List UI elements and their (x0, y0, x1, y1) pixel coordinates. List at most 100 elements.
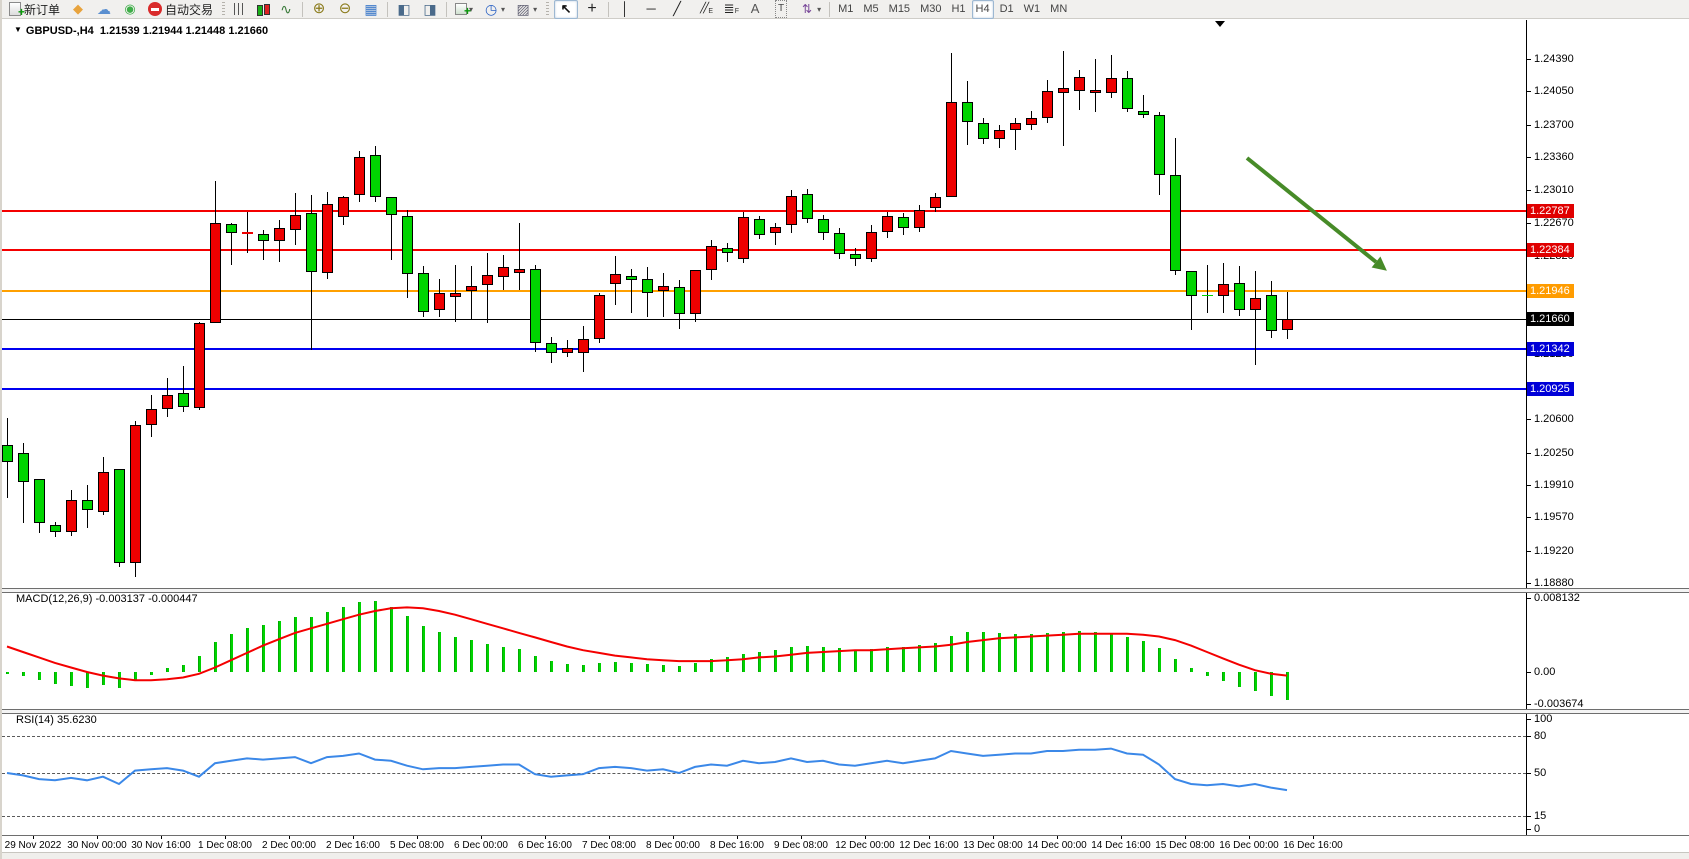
candle-wick (391, 197, 392, 260)
horizontal-line-button[interactable] (639, 0, 663, 19)
timeframe-m30-button[interactable]: M30 (920, 3, 942, 15)
price-tick (1526, 190, 1531, 191)
chart-shift-marker[interactable] (1215, 21, 1225, 27)
crosshair-button[interactable] (580, 0, 604, 19)
charts-icon (70, 1, 86, 17)
bear-candle (306, 213, 317, 273)
tile-windows-button[interactable] (359, 0, 383, 19)
timeframe-h1-button[interactable]: H1 (951, 3, 966, 15)
arrows-button[interactable]: ▾ (795, 0, 825, 19)
bull-candle (866, 232, 877, 259)
macd-histogram-bar (518, 649, 521, 673)
hline-1.20925[interactable] (2, 388, 1526, 390)
macd-histogram-bar (502, 646, 505, 672)
price-tick-label: 1.24390 (1534, 53, 1574, 65)
terminal-panel-button[interactable] (418, 0, 442, 19)
templates-button[interactable]: ▾ (511, 0, 541, 19)
pane-separator[interactable] (2, 588, 1689, 593)
bars-icon (234, 3, 247, 15)
macd-histogram-bar (374, 601, 377, 672)
auto-trading-button[interactable]: 自动交易 (144, 0, 217, 19)
rsi-tick-label: 50 (1534, 767, 1547, 779)
bull-candle (354, 157, 365, 195)
macd-histogram-bar (1078, 631, 1081, 672)
toolbar-separator (302, 1, 304, 17)
macd-histogram-bar (1270, 672, 1273, 696)
time-axis-label: 14 Dec 00:00 (1027, 840, 1087, 851)
macd-histogram-bar (422, 625, 425, 672)
vline-icon (617, 1, 633, 17)
hline-1.22787[interactable] (2, 210, 1526, 212)
time-tick (225, 836, 226, 839)
time-tick (609, 836, 610, 839)
timeframe-h4-button[interactable]: H4 (971, 0, 994, 19)
pane-separator[interactable] (2, 709, 1689, 714)
bear-candle (370, 155, 381, 197)
timeframe-m1-button[interactable]: M1 (838, 3, 854, 15)
price-tick-label: 1.20250 (1534, 447, 1574, 459)
timeframe-w1-button[interactable]: W1 (1023, 3, 1041, 15)
window-bottom-edge (2, 852, 1689, 859)
timeframe-mn-button[interactable]: MN (1050, 3, 1068, 15)
bull-candle (882, 216, 893, 232)
symbol-caret-icon[interactable]: ▼ (14, 25, 22, 34)
rsi-current-value: 35.6230 (56, 714, 97, 726)
candle-wick (1287, 291, 1288, 339)
timeframe-m15-button[interactable]: M15 (888, 3, 911, 15)
new-chart-button[interactable]: ▾ (451, 0, 477, 19)
zoom-out-button[interactable] (333, 0, 357, 19)
macd-histogram-bar (1094, 632, 1097, 672)
bar-chart-button[interactable] (230, 0, 250, 19)
cursor-button[interactable] (554, 0, 579, 19)
hline-1.21660[interactable] (2, 319, 1526, 320)
bear-candle (82, 500, 93, 511)
macd-histogram-bar (438, 632, 441, 672)
hline-1.22384[interactable] (2, 249, 1526, 251)
candle-wick (1255, 271, 1256, 365)
macd-histogram-bar (454, 636, 457, 672)
macd-histogram-bar (310, 617, 313, 672)
time-axis-label: 5 Dec 08:00 (390, 840, 444, 851)
clock-icon (483, 1, 499, 17)
text-label-button[interactable] (769, 0, 793, 19)
bear-candle (386, 197, 397, 215)
bull-candle (514, 269, 525, 273)
price-tick-label: 1.24050 (1534, 85, 1574, 97)
macd-histogram-bar (1254, 672, 1257, 692)
fibonacci-button[interactable] (717, 0, 741, 20)
time-axis-label: 30 Nov 16:00 (131, 840, 191, 851)
time-tick (481, 836, 482, 839)
trendline-button[interactable] (665, 0, 689, 19)
macd-histogram-bar (1222, 672, 1225, 682)
signals-button[interactable] (118, 0, 142, 19)
macd-histogram-bar (262, 624, 265, 672)
timeframe-d1-button[interactable]: D1 (999, 3, 1014, 15)
vertical-line-button[interactable] (613, 0, 637, 19)
new-order-button[interactable]: 新订单 (5, 0, 64, 20)
profile-button[interactable] (92, 0, 116, 19)
bull-candle (1010, 123, 1021, 130)
time-periods-button[interactable]: ▾ (479, 0, 509, 19)
equidistant-channel-button[interactable] (691, 0, 715, 20)
navigator-panel-button[interactable] (392, 0, 416, 19)
hline-1.21946[interactable] (2, 290, 1526, 292)
time-tick (993, 836, 994, 839)
rsi-tick-label: 0 (1534, 823, 1541, 835)
time-tick (353, 836, 354, 839)
charts-list-button[interactable] (66, 0, 90, 19)
neworder-icon (9, 2, 25, 20)
line-chart-button[interactable] (274, 0, 298, 19)
bull-candle (706, 246, 717, 271)
text-button[interactable] (743, 0, 767, 19)
price-badge-1.21342: 1.21342 (1527, 342, 1574, 356)
bear-candle (642, 279, 653, 293)
hline-1.21342[interactable] (2, 348, 1526, 350)
timeframe-m5-button[interactable]: M5 (863, 3, 879, 15)
zoom-in-button[interactable] (307, 0, 331, 19)
candlestick-chart-button[interactable] (252, 0, 272, 19)
macd-histogram-bar (166, 668, 169, 672)
